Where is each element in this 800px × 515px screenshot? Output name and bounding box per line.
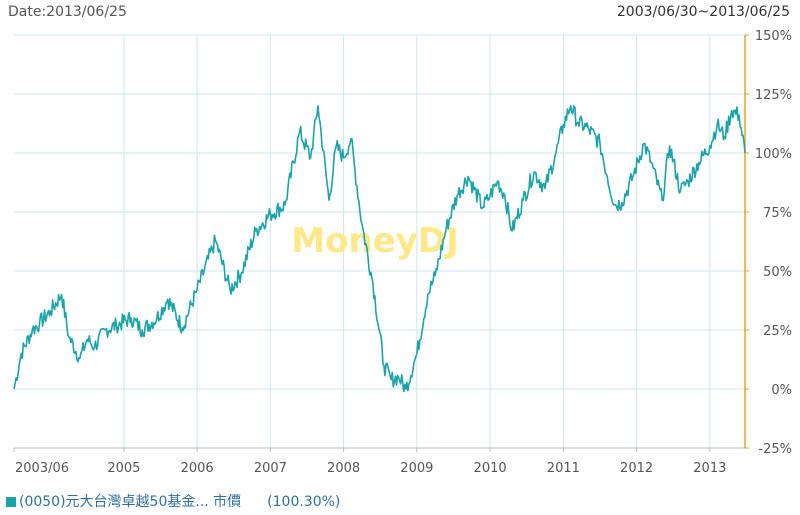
y-tick-label: 25% [763, 324, 792, 339]
x-tick-label: 2010 [474, 461, 507, 476]
date-label: Date:2013/06/25 [8, 4, 127, 20]
legend: (0050)元大台灣卓越50基金... 市價 (100.30%) [6, 491, 340, 511]
label-layer: 150% 125% 100% 75% 50% 25% 0% -25% 2003/06 2005 20… [15, 29, 792, 476]
grid-layer [14, 34, 745, 448]
x-tick-label: 2007 [254, 461, 287, 476]
x-tick-label: 2008 [327, 461, 360, 476]
y-tick-label: 50% [763, 265, 792, 280]
series-layer [13, 105, 746, 393]
x-tick-label: 2006 [181, 461, 214, 476]
axes-layer [13, 34, 749, 452]
x-tick-label: 2005 [107, 461, 140, 476]
x-tick-label: 2012 [620, 461, 653, 476]
legend-swatch [6, 497, 16, 507]
y-tick-label: 75% [763, 206, 792, 221]
x-tick-label: 2011 [547, 461, 580, 476]
legend-series-value: (100.30%) [267, 494, 341, 510]
y-tick-label: -25% [758, 442, 792, 457]
series-line [13, 105, 746, 393]
y-tick-label: 150% [755, 29, 792, 44]
x-tick-label: 2003/06 [15, 461, 69, 476]
y-tick-label: 0% [771, 383, 792, 398]
watermark: MoneyDJ [291, 221, 459, 261]
legend-series-name: (0050)元大台灣卓越50基金... 市價 [19, 494, 242, 510]
date-range-label: 2003/06/30~2013/06/25 [616, 4, 790, 20]
y-tick-label: 100% [755, 147, 792, 162]
x-tick-label: 2009 [400, 461, 433, 476]
y-tick-label: 125% [755, 88, 792, 103]
x-tick-label: 2013 [693, 461, 726, 476]
